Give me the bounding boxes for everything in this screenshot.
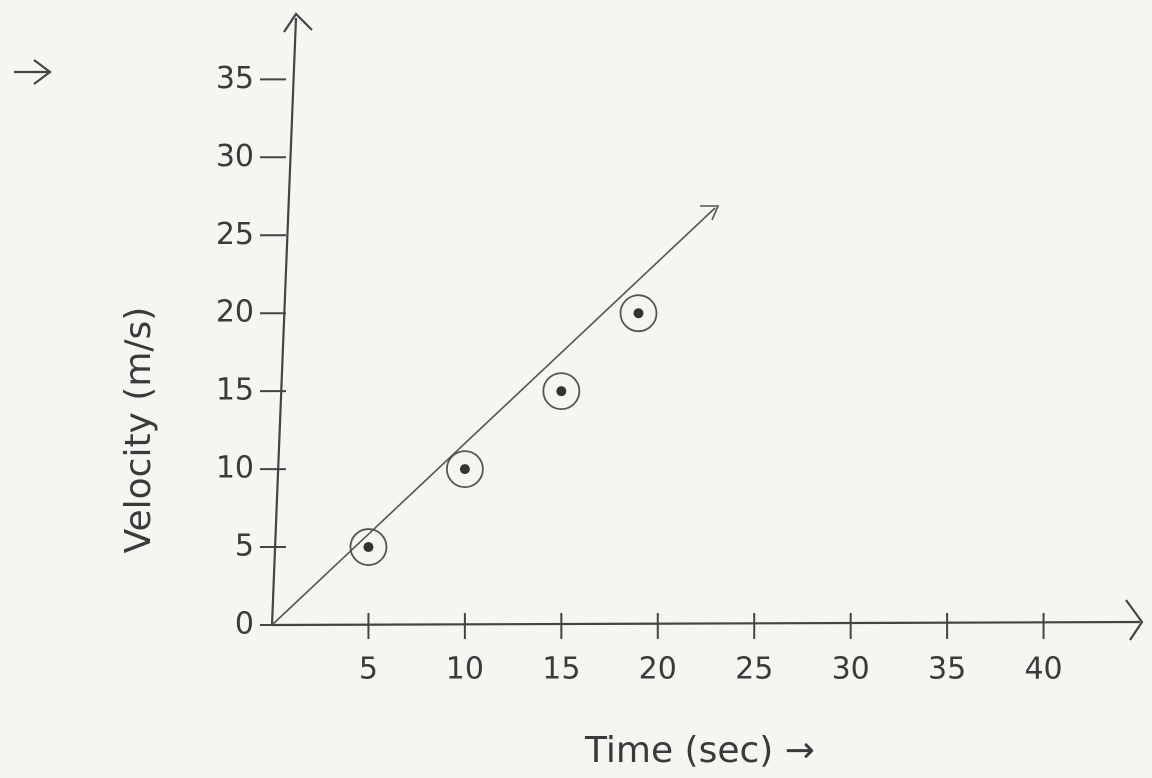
x-tick-label: 30 (832, 652, 870, 687)
y-tick-label: 0 (235, 607, 254, 642)
y-axis-arrow (284, 14, 312, 32)
y-tick-label: 25 (216, 217, 254, 252)
x-tick-label: 10 (446, 652, 484, 687)
x-tick-label: 25 (735, 652, 773, 687)
point (460, 464, 470, 474)
y-tick-label: 30 (216, 139, 254, 174)
chart: Time (sec) → Velocity (m/s) 0 5 10 15 20 25 30… (0, 0, 1152, 778)
x-axis (272, 622, 1140, 625)
y-tick-label: 20 (216, 295, 254, 330)
y-tick-label: 10 (216, 451, 254, 486)
y-tick-label: 35 (216, 61, 254, 96)
x-tick-label: 35 (928, 652, 966, 687)
point (633, 308, 643, 318)
x-tick-label: 15 (542, 652, 580, 687)
y-tick-label: 5 (235, 529, 254, 564)
page: {"chart_data": { "type": "scatter", "x_l… (0, 0, 1152, 778)
trend-line (272, 208, 715, 625)
x-tick-label: 5 (359, 652, 378, 687)
x-axis-label: Time (sec) → (584, 730, 815, 771)
y-axis-label: Velocity (m/s) (118, 307, 159, 554)
x-tick-label: 40 (1024, 652, 1062, 687)
x-axis-arrow (1126, 600, 1142, 640)
point (556, 386, 566, 396)
x-tick-label: 20 (639, 652, 677, 687)
y-axis (272, 18, 296, 625)
y-tick-label: 15 (216, 373, 254, 408)
corner-arrow (14, 60, 50, 84)
point (363, 542, 373, 552)
